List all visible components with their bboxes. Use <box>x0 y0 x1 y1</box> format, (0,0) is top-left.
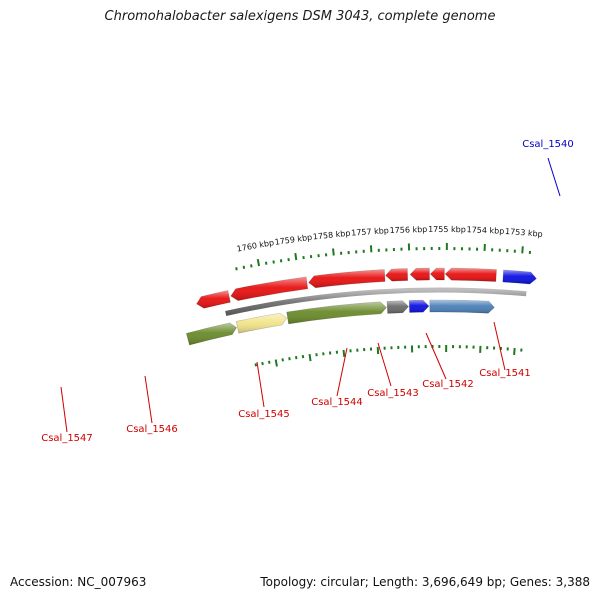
gene-label[interactable]: Csal_1542 <box>422 379 474 390</box>
gene-label[interactable]: Csal_1545 <box>238 409 290 420</box>
major-tick <box>342 349 346 358</box>
leader-line <box>547 157 561 197</box>
scale-label: 1756 kbp <box>389 225 427 235</box>
leader-line <box>336 347 348 397</box>
gene-block-olive-shading <box>186 322 237 345</box>
minor-tick <box>254 363 258 367</box>
major-tick <box>256 258 261 267</box>
leader-line <box>493 321 506 371</box>
gene-block-blue-shading <box>409 300 429 313</box>
scale-label: 1754 kbp <box>466 225 504 236</box>
gene-block-pale-shading <box>236 313 287 334</box>
scale-label: 1760 kbp <box>236 238 275 253</box>
major-tick <box>332 248 335 256</box>
gene-arrow-red-shading <box>445 268 497 282</box>
gene-arrow-red-shading <box>308 269 386 288</box>
gene-features <box>185 267 537 346</box>
major-tick <box>521 246 524 254</box>
gene-block-steel-shading <box>429 300 495 314</box>
gene-label[interactable]: Csal_1544 <box>311 397 363 408</box>
gene-label[interactable]: Csal_1540 <box>522 139 574 150</box>
scale-label: 1758 kbp <box>312 229 350 242</box>
major-tick <box>294 253 298 261</box>
scale-label: 1753 kbp <box>505 227 543 239</box>
gene-block-olive-shading <box>286 301 387 324</box>
leader-line <box>425 332 447 380</box>
minor-tick <box>250 264 253 268</box>
minor-tick <box>267 360 271 364</box>
scale-label: 1757 kbp <box>351 226 389 237</box>
gene-arrow-red-shading <box>410 268 430 281</box>
minor-tick <box>235 267 238 271</box>
gene-label[interactable]: Csal_1546 <box>126 424 178 435</box>
major-tick <box>274 359 278 367</box>
leader-line <box>60 386 68 433</box>
inner-scale-ticks <box>254 344 523 367</box>
gene-arrow-red-shading <box>196 290 231 309</box>
leader-line <box>144 375 153 424</box>
gene-arrow-red-shading <box>230 276 308 301</box>
minor-tick <box>242 265 246 269</box>
map-title: Chromohalobacter salexigens DSM 3043, co… <box>104 9 496 24</box>
genome-backbone <box>225 287 527 316</box>
gene-label[interactable]: Csal_1547 <box>41 433 93 444</box>
gene-label[interactable]: Csal_1543 <box>367 388 419 399</box>
accession-text: Accession: NC_007963 <box>10 575 147 589</box>
topology-text: Topology: circular; Length: 3,696,649 bp… <box>260 575 590 589</box>
major-tick <box>513 347 516 356</box>
major-tick <box>308 354 312 362</box>
scale-label: 1755 kbp <box>428 225 466 234</box>
minor-tick <box>261 361 264 366</box>
gene-arrow-red-shading <box>385 268 408 282</box>
minor-tick <box>264 261 268 265</box>
leader-line <box>377 342 392 387</box>
scale-label: 1759 kbp <box>274 233 313 247</box>
minor-tick <box>281 358 284 362</box>
gene-arrow-blue-shading <box>502 269 537 285</box>
gene-label[interactable]: Csal_1541 <box>479 368 531 379</box>
gene-arrow-red-shading <box>430 267 445 281</box>
outer-scale-ticks <box>235 243 532 271</box>
gene-block-gray-shading <box>387 300 409 314</box>
leader-line <box>256 361 265 408</box>
